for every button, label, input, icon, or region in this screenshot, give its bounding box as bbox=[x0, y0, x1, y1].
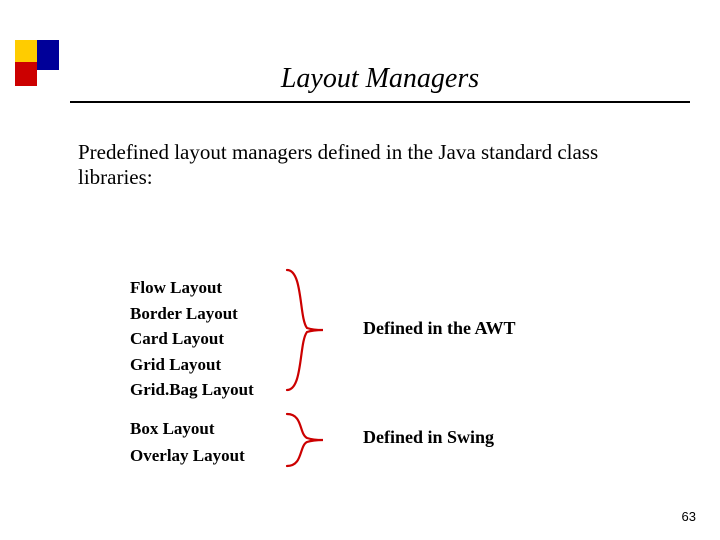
list-item: Grid Layout bbox=[130, 352, 254, 378]
list-item: Grid.Bag Layout bbox=[130, 377, 254, 403]
brace-icon bbox=[283, 268, 327, 392]
logo-red-square bbox=[15, 62, 37, 86]
title-block: Layout Managers bbox=[70, 63, 690, 103]
list-item: Flow Layout bbox=[130, 275, 254, 301]
awt-label: Defined in the AWT bbox=[363, 318, 516, 339]
slide-title: Layout Managers bbox=[70, 63, 690, 95]
list-item: Border Layout bbox=[130, 301, 254, 327]
swing-layout-list: Box Layout Overlay Layout bbox=[130, 415, 245, 469]
logo-yellow-square bbox=[15, 40, 37, 62]
swing-label: Defined in Swing bbox=[363, 427, 494, 448]
awt-layout-list: Flow Layout Border Layout Card Layout Gr… bbox=[130, 275, 254, 403]
list-item: Overlay Layout bbox=[130, 442, 245, 469]
brace-icon bbox=[283, 412, 327, 468]
list-item: Card Layout bbox=[130, 326, 254, 352]
page-number: 63 bbox=[682, 509, 696, 524]
intro-text: Predefined layout managers defined in th… bbox=[78, 140, 660, 190]
list-item: Box Layout bbox=[130, 415, 245, 442]
corner-logo bbox=[15, 40, 67, 92]
title-underline bbox=[70, 101, 690, 103]
